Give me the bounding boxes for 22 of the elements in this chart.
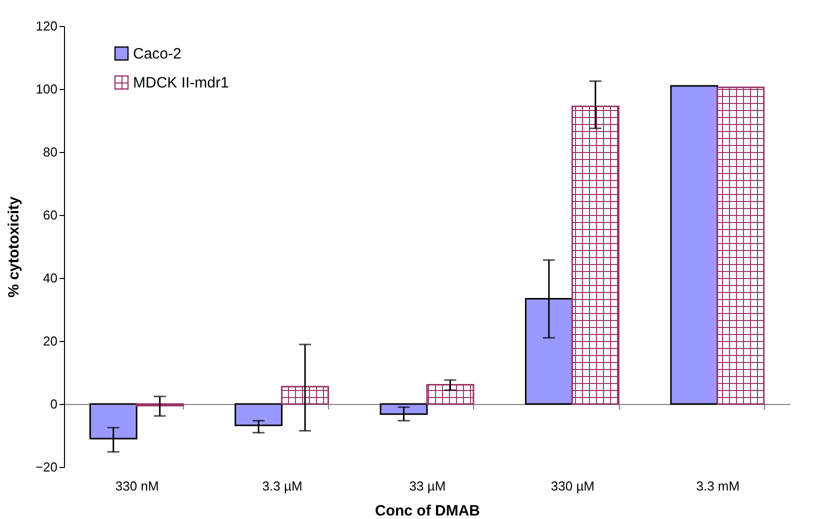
bar — [571, 106, 620, 405]
y-tick-label: 60 — [43, 208, 58, 222]
y-tick-label: 40 — [43, 270, 58, 286]
x-tick-label: 330 µM — [550, 478, 595, 494]
y-tick-label: 100 — [36, 82, 58, 96]
legend-label: Caco-2 — [133, 46, 182, 62]
bar — [670, 85, 718, 405]
x-tick-label: 3.3 µM — [262, 478, 302, 494]
y-tick-label: −20 — [35, 460, 58, 474]
y-tick-label: 20 — [43, 334, 58, 348]
bar — [281, 386, 330, 405]
legend-label: MDCK II-mdr1 — [133, 74, 229, 92]
y-tick-label: 80 — [43, 144, 58, 160]
y-tick-label: 120 — [36, 18, 58, 34]
bar — [426, 384, 474, 405]
x-tick-label: 33 µM — [409, 478, 446, 494]
x-tick-label: 330 nM — [115, 478, 159, 494]
y-axis-title: % cytotoxicity — [5, 196, 22, 298]
x-axis-title: Conc of DMAB — [375, 502, 480, 519]
y-tick-label: 0 — [50, 396, 58, 412]
bar — [716, 86, 765, 405]
x-tick-label: 3.3 mM — [696, 478, 740, 494]
